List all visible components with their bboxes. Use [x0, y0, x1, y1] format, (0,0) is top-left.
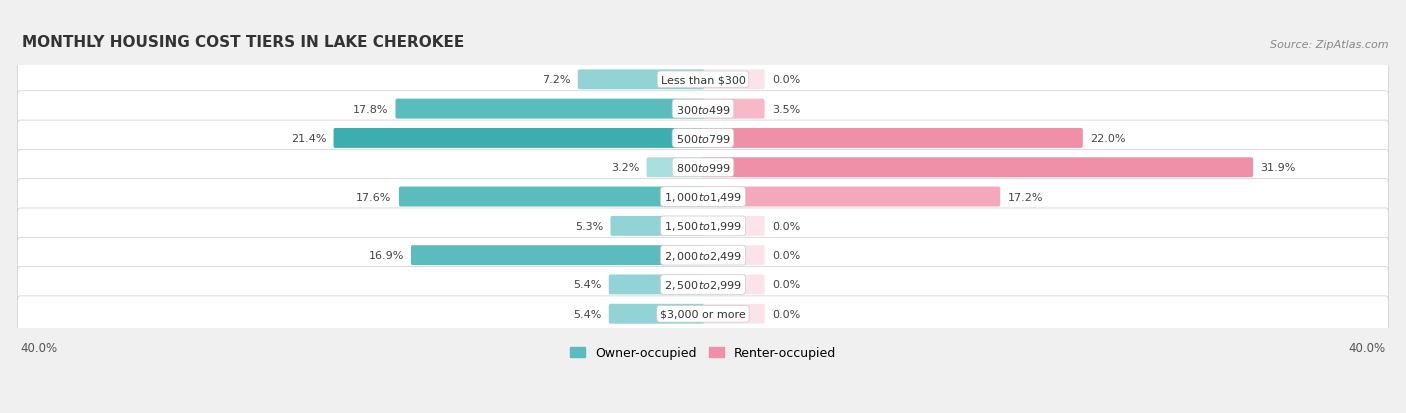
- Text: MONTHLY HOUSING COST TIERS IN LAKE CHEROKEE: MONTHLY HOUSING COST TIERS IN LAKE CHERO…: [22, 35, 464, 50]
- Text: $500 to $799: $500 to $799: [675, 133, 731, 145]
- Text: $300 to $499: $300 to $499: [675, 103, 731, 115]
- Text: 17.6%: 17.6%: [356, 192, 392, 202]
- FancyBboxPatch shape: [18, 121, 1388, 157]
- Text: 0.0%: 0.0%: [772, 280, 800, 290]
- Text: 3.5%: 3.5%: [772, 104, 800, 114]
- FancyBboxPatch shape: [609, 304, 704, 324]
- FancyBboxPatch shape: [610, 216, 704, 236]
- FancyBboxPatch shape: [18, 238, 1388, 273]
- FancyBboxPatch shape: [702, 246, 765, 266]
- FancyBboxPatch shape: [18, 62, 1388, 98]
- Text: 40.0%: 40.0%: [20, 341, 58, 354]
- Text: $2,500 to $2,999: $2,500 to $2,999: [664, 278, 742, 291]
- Text: 21.4%: 21.4%: [291, 134, 326, 144]
- FancyBboxPatch shape: [18, 267, 1388, 303]
- FancyBboxPatch shape: [578, 70, 704, 90]
- Text: 17.8%: 17.8%: [353, 104, 388, 114]
- Legend: Owner-occupied, Renter-occupied: Owner-occupied, Renter-occupied: [565, 342, 841, 364]
- Text: 7.2%: 7.2%: [543, 75, 571, 85]
- FancyBboxPatch shape: [18, 179, 1388, 215]
- FancyBboxPatch shape: [411, 246, 704, 266]
- Text: 40.0%: 40.0%: [1348, 341, 1386, 354]
- Text: $2,000 to $2,499: $2,000 to $2,499: [664, 249, 742, 262]
- Text: Source: ZipAtlas.com: Source: ZipAtlas.com: [1270, 40, 1388, 50]
- Text: 17.2%: 17.2%: [1008, 192, 1043, 202]
- Text: 0.0%: 0.0%: [772, 221, 800, 231]
- FancyBboxPatch shape: [702, 70, 765, 90]
- FancyBboxPatch shape: [399, 187, 704, 207]
- FancyBboxPatch shape: [647, 158, 704, 178]
- Text: 5.3%: 5.3%: [575, 221, 603, 231]
- FancyBboxPatch shape: [333, 129, 704, 149]
- Text: 0.0%: 0.0%: [772, 251, 800, 261]
- Text: 31.9%: 31.9%: [1260, 163, 1296, 173]
- Text: $1,500 to $1,999: $1,500 to $1,999: [664, 220, 742, 233]
- Text: 16.9%: 16.9%: [368, 251, 404, 261]
- FancyBboxPatch shape: [18, 150, 1388, 186]
- FancyBboxPatch shape: [18, 296, 1388, 332]
- Text: 0.0%: 0.0%: [772, 75, 800, 85]
- FancyBboxPatch shape: [702, 129, 1083, 149]
- Text: 5.4%: 5.4%: [574, 309, 602, 319]
- FancyBboxPatch shape: [702, 304, 765, 324]
- Text: $3,000 or more: $3,000 or more: [661, 309, 745, 319]
- Text: $800 to $999: $800 to $999: [675, 162, 731, 174]
- FancyBboxPatch shape: [609, 275, 704, 295]
- Text: $1,000 to $1,499: $1,000 to $1,499: [664, 190, 742, 204]
- Text: 22.0%: 22.0%: [1090, 134, 1125, 144]
- Text: 3.2%: 3.2%: [612, 163, 640, 173]
- FancyBboxPatch shape: [702, 100, 765, 119]
- FancyBboxPatch shape: [702, 216, 765, 236]
- FancyBboxPatch shape: [702, 275, 765, 295]
- FancyBboxPatch shape: [18, 92, 1388, 127]
- FancyBboxPatch shape: [18, 209, 1388, 244]
- FancyBboxPatch shape: [702, 158, 1253, 178]
- FancyBboxPatch shape: [702, 187, 1000, 207]
- Text: 0.0%: 0.0%: [772, 309, 800, 319]
- Text: 5.4%: 5.4%: [574, 280, 602, 290]
- FancyBboxPatch shape: [395, 100, 704, 119]
- Text: Less than $300: Less than $300: [661, 75, 745, 85]
